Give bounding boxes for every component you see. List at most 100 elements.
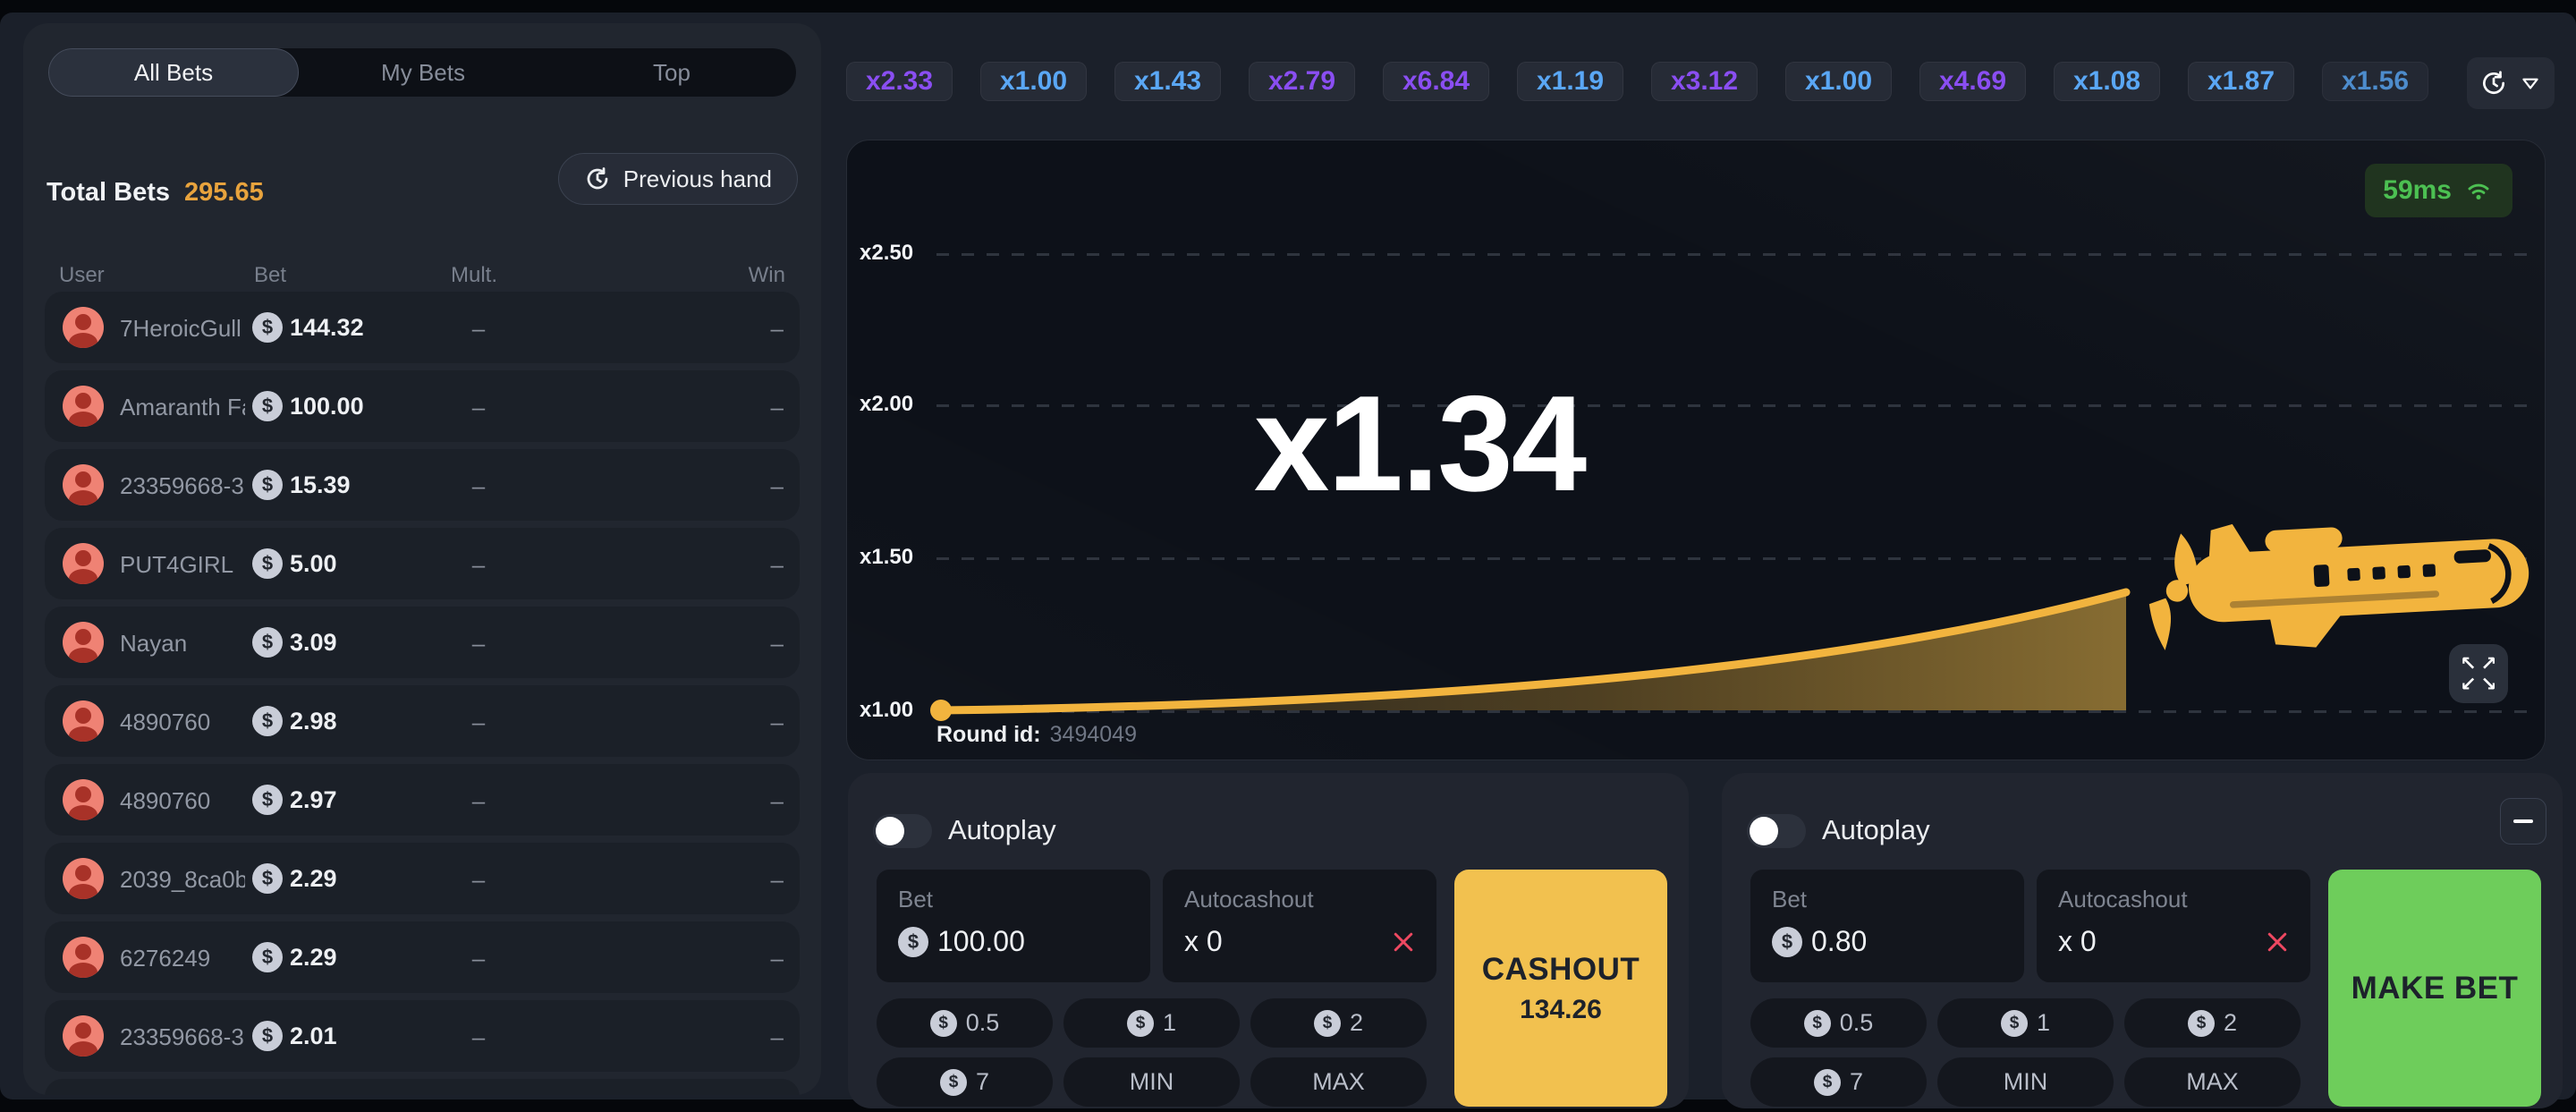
autoplay-toggle[interactable]: [873, 814, 932, 848]
max-bet-button[interactable]: MAX: [2124, 1057, 2301, 1107]
y-tick: x2.50: [860, 241, 914, 265]
avatar: [63, 700, 104, 742]
avatar: [63, 1015, 104, 1057]
row-bet-amount: 2.97: [290, 785, 337, 813]
autocashout-value: x 0: [1184, 925, 1223, 957]
max-label: MAX: [2186, 1068, 2239, 1095]
gridline: [936, 404, 2527, 407]
history-dropdown-button[interactable]: [2467, 57, 2555, 109]
row-win: –: [770, 630, 784, 657]
bet-amount-value: 100.00: [937, 925, 1025, 957]
history-multiplier[interactable]: x6.84: [1383, 62, 1489, 101]
expand-icon: ↘: [2480, 672, 2497, 695]
row-win: –: [770, 394, 784, 420]
coin-icon: $: [252, 627, 283, 658]
quick-bet-label: 2: [2223, 1009, 2238, 1036]
max-bet-button[interactable]: MAX: [1250, 1057, 1427, 1107]
quick-bet-0.5[interactable]: $0.5: [877, 998, 1053, 1048]
min-bet-button[interactable]: MIN: [1063, 1057, 1240, 1107]
row-bet-amount: 3.09: [290, 628, 337, 656]
history-multiplier[interactable]: x4.69: [1919, 62, 2026, 101]
autocashout-label: Autocashout: [2058, 886, 2188, 913]
autoplay-toggle[interactable]: [1747, 814, 1806, 848]
wifi-icon: [2468, 183, 2489, 199]
history-multiplier[interactable]: x2.33: [846, 62, 953, 101]
table-row-partial: [45, 1079, 800, 1095]
make-bet-button[interactable]: MAKE BET: [2328, 870, 2541, 1107]
min-label: MIN: [2003, 1068, 2048, 1095]
history-multiplier[interactable]: x2.79: [1249, 62, 1355, 101]
history-multiplier[interactable]: x1.87: [2188, 62, 2294, 101]
y-tick: x1.00: [860, 698, 914, 722]
gridline: [936, 253, 2527, 256]
history-multiplier[interactable]: x1.08: [2054, 62, 2160, 101]
history-multiplier[interactable]: x1.19: [1517, 62, 1623, 101]
coin-icon: $: [252, 312, 283, 343]
avatar: [63, 307, 104, 348]
quick-bet-2[interactable]: $2: [1250, 998, 1427, 1048]
quick-bet-7[interactable]: $7: [1750, 1057, 1927, 1107]
row-username: 2039_8ca0b...: [120, 866, 245, 893]
coin-icon: $: [252, 706, 283, 736]
history-multiplier[interactable]: x1.43: [1114, 62, 1221, 101]
row-username: Amaranth Fat...: [120, 394, 245, 420]
row-username: 23359668-3...: [120, 472, 245, 499]
round-id-value: 3494049: [1049, 722, 1137, 747]
tab-top[interactable]: Top: [653, 58, 691, 86]
coin-icon: $: [252, 548, 283, 579]
avatar: [63, 779, 104, 820]
clear-autocashout-icon[interactable]: [1390, 929, 1417, 955]
current-multiplier: x1.34: [1253, 368, 1587, 520]
bet-amount-field[interactable]: Bet $0.80: [1750, 870, 2024, 982]
autocashout-label: Autocashout: [1184, 886, 1314, 913]
row-mult: –: [471, 472, 486, 499]
autocashout-field[interactable]: Autocashout x 0: [1163, 870, 1436, 982]
plane-icon: [2148, 523, 2529, 650]
quick-bet-1[interactable]: $1: [1937, 998, 2114, 1048]
clear-autocashout-icon[interactable]: [2264, 929, 2291, 955]
previous-hand-button[interactable]: Previous hand: [557, 153, 798, 205]
bet-amount-value: 0.80: [1811, 925, 1868, 957]
row-username: Nayan: [120, 630, 188, 657]
minimize-panel-button[interactable]: [2500, 798, 2546, 845]
bets-sidebar: All Bets My Bets Top Total Bets 295.65 P…: [23, 23, 821, 1095]
toggle-knob: [1750, 817, 1778, 845]
coin-icon: $: [1803, 1009, 1831, 1037]
table-row: 4890760 $2.97 – –: [45, 764, 800, 836]
bet-amount-field[interactable]: Bet $100.00: [877, 870, 1150, 982]
quick-bet-1[interactable]: $1: [1063, 998, 1240, 1048]
gridline: [936, 557, 2527, 560]
quick-bet-0.5[interactable]: $0.5: [1750, 998, 1927, 1048]
coin-icon: $: [252, 391, 283, 421]
cashout-button[interactable]: CASHOUT 134.26: [1454, 870, 1667, 1107]
multiplier-history: x2.33 x1.00 x1.43 x2.79 x6.84 x1.19 x3.1…: [846, 62, 2428, 101]
latency-badge: 59ms: [2365, 164, 2512, 217]
min-label: MIN: [1129, 1068, 1174, 1095]
row-bet-amount: 5.00: [290, 549, 337, 577]
quick-bet-label: 0.5: [1839, 1009, 1874, 1036]
avatar: [63, 622, 104, 663]
coin-icon: $: [2000, 1009, 2028, 1037]
table-row: Amaranth Fat... $100.00 – –: [45, 370, 800, 442]
fullscreen-button[interactable]: ↖ ↗ ↙ ↘: [2449, 644, 2508, 703]
tab-my-bets[interactable]: My Bets: [381, 58, 465, 86]
row-win: –: [770, 1023, 784, 1050]
row-username: 4890760: [120, 787, 211, 814]
history-multiplier[interactable]: x1.00: [1785, 62, 1892, 101]
toggle-knob: [876, 817, 904, 845]
history-multiplier[interactable]: x3.12: [1651, 62, 1758, 101]
table-row: Nayan $3.09 – –: [45, 607, 800, 678]
autocashout-field[interactable]: Autocashout x 0: [2037, 870, 2310, 982]
column-user: User: [59, 263, 105, 287]
bet-panel-right: Autoplay Bet $0.80 Autocashout x 0 $0.5 …: [1722, 773, 2563, 1108]
bet-field-label: Bet: [898, 886, 934, 913]
history-multiplier[interactable]: x1.56: [2322, 62, 2428, 101]
tab-all-bets[interactable]: All Bets: [48, 48, 299, 97]
bet-field-label: Bet: [1772, 886, 1808, 913]
quick-bet-2[interactable]: $2: [2124, 998, 2301, 1048]
history-multiplier[interactable]: x1.00: [980, 62, 1087, 101]
quick-bet-7[interactable]: $7: [877, 1057, 1053, 1107]
min-bet-button[interactable]: MIN: [1937, 1057, 2114, 1107]
row-bet-amount: 2.98: [290, 707, 337, 734]
table-row: 7HeroicGull $144.32 – –: [45, 292, 800, 363]
